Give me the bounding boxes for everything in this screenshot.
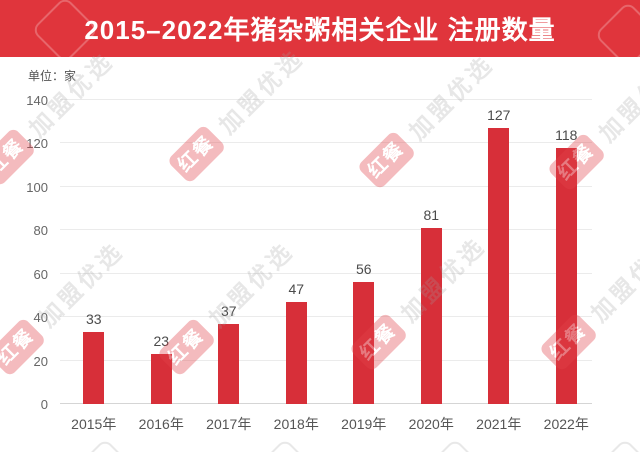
bar-group: 81 2020年 [398, 100, 466, 432]
bar-group: 127 2021年 [465, 100, 533, 432]
bar-group: 118 2022年 [533, 100, 601, 432]
y-axis-tick-label: 80 [33, 223, 48, 239]
bar-group: 37 2017年 [195, 100, 263, 432]
title-banner: 2015–2022年猪杂粥相关企业 注册数量 [0, 0, 640, 57]
y-axis-tick-label: 40 [33, 310, 48, 326]
bar [420, 228, 442, 404]
bar-value-label: 23 [153, 333, 170, 350]
gridline [60, 403, 592, 404]
bar [488, 128, 510, 404]
gridline [60, 142, 592, 144]
gridline [60, 229, 592, 231]
plot-area: 0 20 40 60 80 100 120 140 33 2015年 23 2016年 37 2017年 4… [26, 93, 592, 432]
x-axis-tick-label: 2020年 [408, 416, 454, 432]
bar [353, 282, 375, 404]
gridline [60, 185, 592, 187]
x-axis-tick-label: 2016年 [138, 416, 184, 432]
bar-value-label: 56 [355, 261, 372, 278]
bar-value-label: 47 [288, 280, 305, 297]
gridline [60, 99, 592, 100]
y-axis-tick-label: 140 [26, 93, 48, 108]
x-axis-tick-label: 2022年 [543, 416, 589, 432]
bar-value-label: 118 [555, 126, 578, 143]
bar [150, 354, 172, 404]
bar-group: 47 2018年 [263, 100, 331, 432]
y-axis-tick-label: 60 [33, 266, 48, 282]
watermark-diamond [421, 438, 489, 452]
bar-group: 23 2016年 [128, 100, 196, 432]
bar-value-label: 127 [487, 107, 511, 124]
x-axis-tick-label: 2015年 [71, 416, 117, 432]
bar [83, 332, 105, 404]
y-axis-tick-label: 120 [26, 136, 48, 152]
y-axis-tick-label: 20 [33, 353, 48, 369]
bar [285, 301, 307, 404]
bar [218, 323, 240, 404]
x-axis-tick-label: 2019年 [341, 416, 387, 432]
x-axis-tick-label: 2017年 [206, 416, 252, 432]
y-axis-tick-label: 100 [26, 179, 48, 195]
chart-title: 2015–2022年猪杂粥相关企业 注册数量 [84, 15, 556, 45]
bar-value-label: 81 [423, 207, 440, 224]
bar-group: 56 2019年 [330, 100, 398, 432]
watermark-diamond [251, 438, 319, 452]
gridline [60, 359, 592, 361]
bar-value-label: 33 [85, 311, 102, 328]
watermark-diamond [591, 438, 640, 452]
x-axis-tick-label: 2021年 [476, 416, 522, 432]
bar [555, 147, 577, 404]
bar-value-label: 37 [220, 302, 237, 319]
y-axis-tick-label: 0 [40, 397, 48, 412]
x-axis-tick-label: 2018年 [273, 416, 319, 432]
gridline [60, 272, 592, 274]
bar-group: 33 2015年 [60, 100, 128, 432]
unit-label: 单位：家 [28, 69, 77, 83]
gridline [60, 316, 592, 318]
watermark-diamond [71, 438, 139, 452]
